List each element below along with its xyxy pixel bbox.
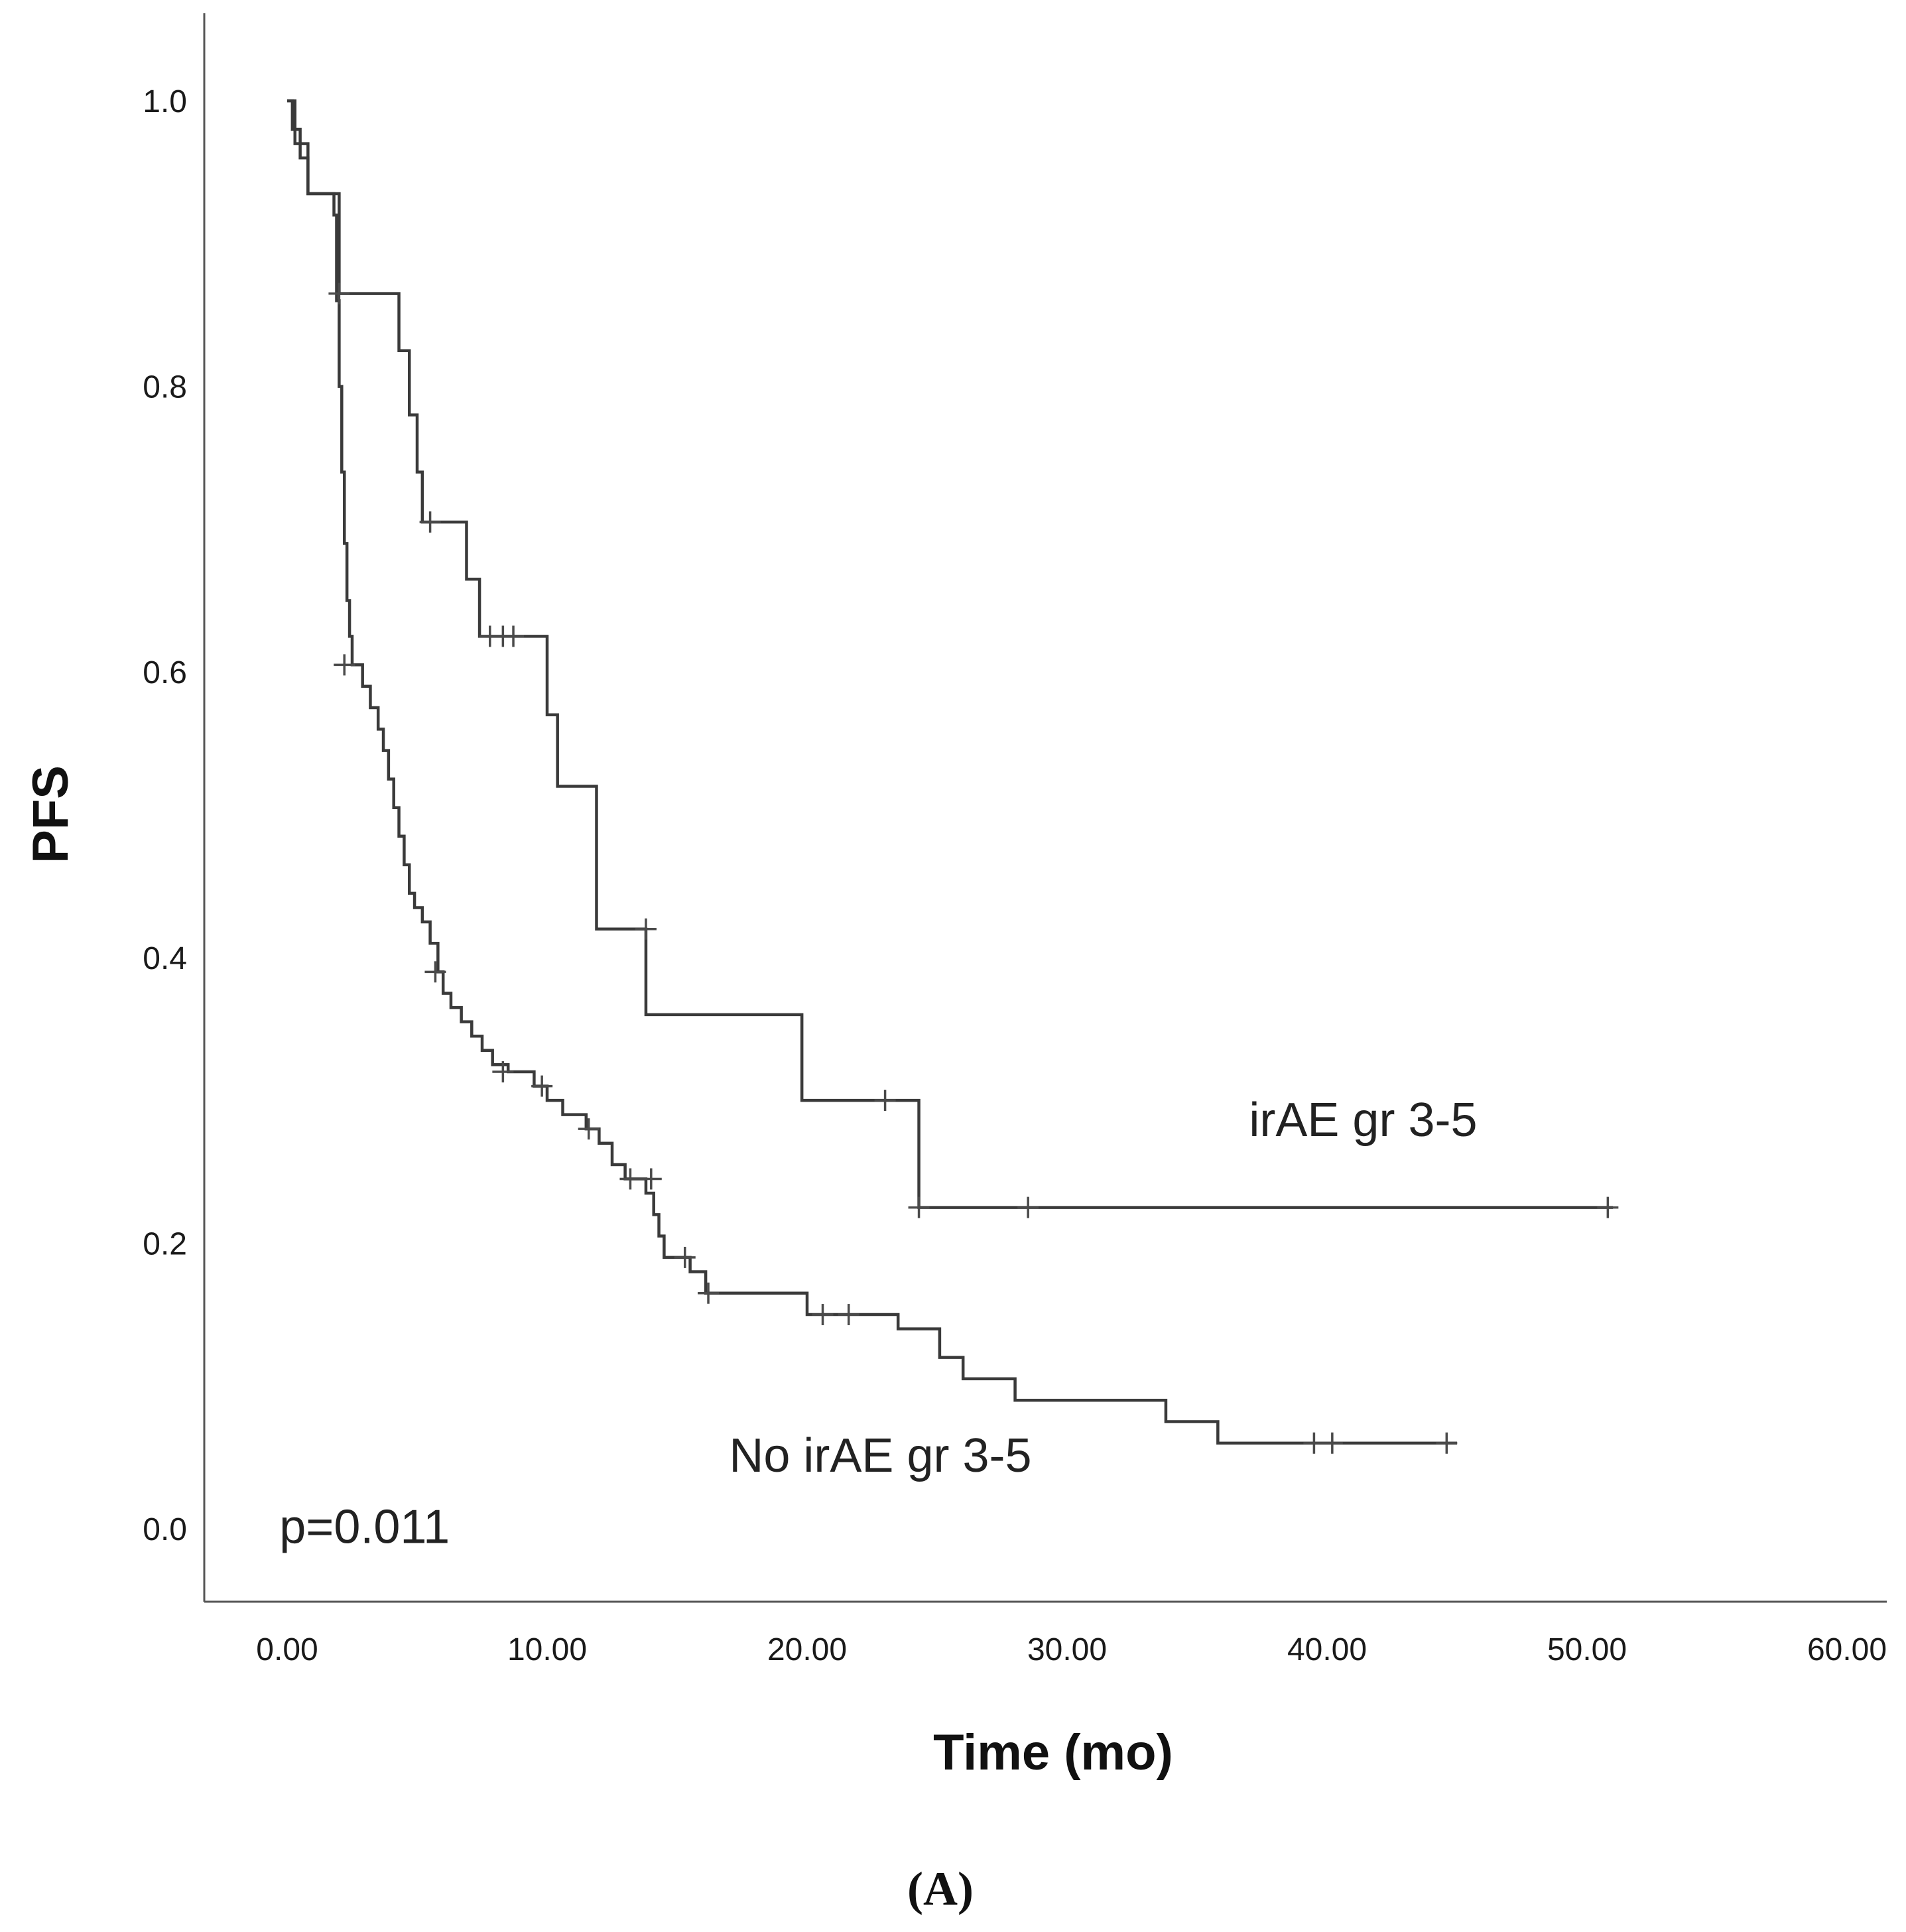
censor-mark (531, 1075, 553, 1097)
irae-group-label: irAE gr 3-5 (1249, 1094, 1477, 1147)
censor-mark (503, 625, 525, 647)
curves (287, 99, 1614, 1445)
y-tick-labels: 0.0 0.2 0.4 0.6 0.8 1.0 (143, 84, 187, 1547)
x-tick-label: 10.00 (507, 1632, 587, 1667)
censor-mark (1597, 1196, 1619, 1218)
censor-mark (812, 1304, 834, 1326)
x-tick-label: 20.00 (767, 1632, 847, 1667)
censor-mark (334, 654, 355, 676)
no-irae-group-label: No irAE gr 3-5 (729, 1429, 1031, 1482)
no-irae-survival-curve (287, 99, 1457, 1445)
censor-mark (328, 283, 350, 304)
x-tick-label: 60.00 (1807, 1632, 1887, 1667)
censor-mark (492, 1061, 514, 1083)
p-value-annotation: p=0.011 (279, 1501, 450, 1554)
y-tick-label: 0.4 (143, 941, 187, 976)
y-tick-label: 0.8 (143, 370, 187, 405)
x-tick-labels: 0.00 10.00 20.00 30.00 40.00 50.00 60.00 (256, 1632, 1887, 1667)
x-axis-title: Time (mo) (933, 1724, 1173, 1781)
censor-mark (635, 918, 657, 940)
censor-mark (838, 1304, 859, 1326)
censor-mark (1321, 1432, 1343, 1454)
y-tick-label: 0.2 (143, 1226, 187, 1261)
y-axis-title: PFS (23, 765, 79, 864)
censor-mark (619, 1168, 641, 1190)
censor-mark (674, 1246, 696, 1268)
x-tick-label: 0.00 (256, 1632, 318, 1667)
x-tick-label: 30.00 (1027, 1632, 1107, 1667)
censor-mark (698, 1282, 720, 1304)
censor-mark (1303, 1432, 1325, 1454)
censor-marks (328, 283, 1619, 1454)
axes (203, 13, 1887, 1603)
y-tick-label: 0.0 (143, 1512, 187, 1547)
censor-mark (424, 961, 446, 983)
x-tick-label: 50.00 (1547, 1632, 1627, 1667)
y-tick-label: 1.0 (143, 84, 187, 119)
censor-mark (578, 1118, 600, 1140)
censor-mark (1017, 1196, 1039, 1218)
censor-mark (874, 1090, 896, 1112)
censor-mark (908, 1196, 930, 1218)
censor-mark (419, 511, 441, 533)
panel-label: (A) (907, 1862, 974, 1915)
y-tick-label: 0.6 (143, 655, 187, 690)
censor-mark (640, 1168, 662, 1190)
censor-mark (1436, 1432, 1458, 1454)
irae-survival-curve (287, 99, 1614, 1209)
x-tick-label: 40.00 (1287, 1632, 1367, 1667)
